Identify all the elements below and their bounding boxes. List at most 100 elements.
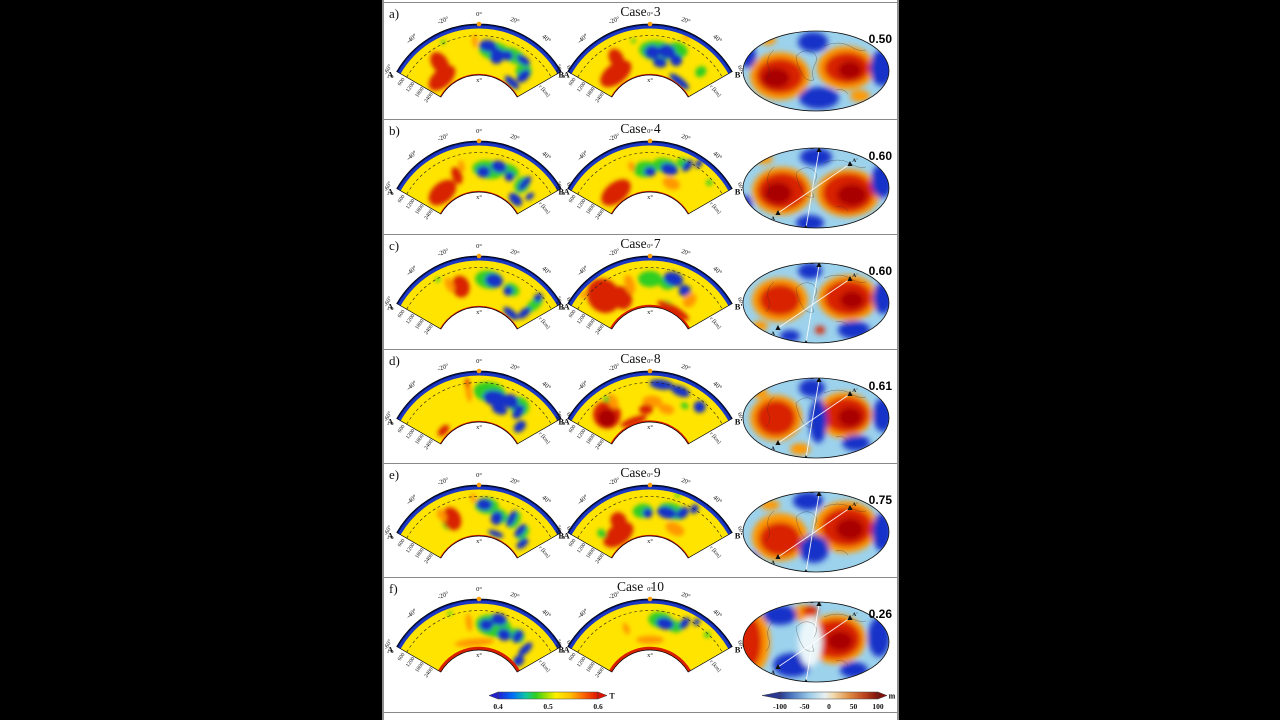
fan-plot-svg: -40° -20° 0° 20° 40° B B' -60° 60° 06001200180024… xyxy=(553,586,746,679)
depth-tick-label: 600 xyxy=(397,538,407,548)
endpoint-label: A' xyxy=(852,502,858,508)
angle-tick-label: 20° xyxy=(680,363,691,373)
geoid-map xyxy=(740,26,892,116)
angle-tick-label: -40° xyxy=(405,149,418,162)
angle-tick-label: 20° xyxy=(680,477,691,487)
depth-tick-label: 1800 xyxy=(414,203,425,216)
panel-row-c: c) Case 7 -40°-20°0°20°40°AA'-60°60°0600… xyxy=(382,235,897,350)
fan-plot-svg: -40°-20°0°20°40°AA'-60°60°06001200180024… xyxy=(382,586,575,679)
angle-tick-label: 40° xyxy=(711,33,723,44)
colorbar-tick-label: 0.6 xyxy=(593,702,603,711)
colorbar-svg: 0.4 0.5 0.6 T xyxy=(488,692,615,711)
radial-axis-label: r [km] xyxy=(708,545,722,560)
depth-tick-label: 1200 xyxy=(576,428,587,441)
angle-tick-label: -60° xyxy=(553,410,565,423)
angle-tick-label: -40° xyxy=(576,493,589,506)
depth-tick-label: 1800 xyxy=(585,433,596,446)
zero-degree-marker-dot xyxy=(476,138,482,144)
angle-tick-label: 40° xyxy=(540,265,552,276)
depth-tick-label: 0 xyxy=(560,74,567,80)
angle-tick-label: -40° xyxy=(576,379,589,392)
angle-tick-label: -40° xyxy=(576,32,589,45)
angle-tick-label: 40° xyxy=(540,608,552,619)
cross-section-a: -40°-20°0°20°40°AA'-60°60°06001200180024… xyxy=(382,11,575,116)
section-endpoint-left: B xyxy=(558,70,564,80)
colorbar-tick-label: 50 xyxy=(850,702,858,711)
map-svg xyxy=(742,30,890,112)
angle-tick-label: -40° xyxy=(405,607,418,620)
coastline xyxy=(765,620,775,652)
endpoint-label: B' xyxy=(810,260,816,266)
depth-tick-label: 1200 xyxy=(576,198,587,211)
angle-tick-label: -60° xyxy=(553,524,565,537)
geoid-map: A A' B B' xyxy=(740,373,892,463)
case-title: Case 8 xyxy=(620,351,661,366)
fan-plot-svg: -40°-20°0°20°40°AA'-60°60°06001200180024… xyxy=(382,358,575,451)
zero-degree-marker-dot xyxy=(647,21,653,27)
depth-tick-label: 600 xyxy=(568,77,578,87)
section-endpoint-left: A xyxy=(387,302,394,312)
angle-tick-label: 40° xyxy=(540,33,552,44)
angular-axis-label: x° xyxy=(476,309,482,316)
cross-section-a: -40°-20°0°20°40°AA'-60°60°06001200180024… xyxy=(382,243,575,348)
depth-tick-label: 0 xyxy=(389,74,396,80)
depth-tick-label: 2400 xyxy=(594,438,605,451)
cross-section-a: -40°-20°0°20°40°AA'-60°60°06001200180024… xyxy=(382,128,575,233)
angle-tick-label: -20° xyxy=(608,132,621,143)
endpoint-label: B' xyxy=(810,375,816,381)
radial-axis-label: r [km] xyxy=(537,659,551,674)
angle-tick-label: 60° xyxy=(736,181,747,192)
panel-letter: d) xyxy=(389,353,400,368)
case-title: Case 4 xyxy=(620,121,661,136)
zero-degree-marker-dot xyxy=(476,21,482,27)
section-endpoint-right: B' xyxy=(735,417,743,427)
angle-tick-label: 40° xyxy=(540,494,552,505)
panel-row-d: d) Case 8 -40°-20°0°20°40°AA'-60°60°0600… xyxy=(382,350,897,464)
angle-tick-label: 0° xyxy=(476,358,482,365)
angle-tick-label: 40° xyxy=(711,265,723,276)
endpoint-label: B' xyxy=(810,599,816,605)
depth-tick-label: 0 xyxy=(560,191,567,197)
angle-tick-label: -60° xyxy=(382,410,394,423)
zero-degree-marker-dot xyxy=(647,253,653,259)
angular-axis-label: x° xyxy=(476,77,482,84)
radial-axis-label: r [km] xyxy=(537,431,551,446)
depth-tick-label: 600 xyxy=(397,194,407,204)
cross-section-a: -40°-20°0°20°40°AA'-60°60°06001200180024… xyxy=(382,358,575,463)
angle-tick-label: -20° xyxy=(608,590,621,601)
radial-axis-label: r [km] xyxy=(537,84,551,99)
fan-plot-svg: -40° -20° 0° 20° 40° B B' -60° 60° 06001200180024… xyxy=(553,472,746,565)
depth-tick-label: 600 xyxy=(397,77,407,87)
colorbar-tick-label: 100 xyxy=(872,702,884,711)
angular-axis-label: x° xyxy=(647,77,653,84)
zero-degree-marker-dot xyxy=(476,368,482,374)
panel-letter: a) xyxy=(389,6,400,21)
cross-section-b: -40° -20° 0° 20° 40° B B' -60° 60° 0 600 1200 1800 24… xyxy=(553,128,746,233)
depth-tick-label: 0 xyxy=(560,306,567,312)
angle-tick-label: -60° xyxy=(382,638,394,651)
section-endpoint-right: A' xyxy=(564,531,573,541)
angle-tick-label: 40° xyxy=(711,150,723,161)
section-endpoint-right: A' xyxy=(564,645,573,655)
depth-tick-label: 1800 xyxy=(585,318,596,331)
section-endpoint-right: B' xyxy=(735,70,743,80)
angle-tick-label: -60° xyxy=(553,180,565,193)
section-endpoint-right: B' xyxy=(735,531,743,541)
angular-axis-label: x° xyxy=(476,424,482,431)
angle-tick-label: -40° xyxy=(405,264,418,277)
angle-tick-label: -20° xyxy=(608,362,621,373)
zero-degree-marker-dot xyxy=(476,482,482,488)
depth-tick-label: 0 xyxy=(389,191,396,197)
cross-section-a: -40°-20°0°20°40°AA'-60°60°06001200180024… xyxy=(382,472,575,577)
angular-axis-label: x° xyxy=(476,652,482,659)
depth-tick-label: 0 xyxy=(389,535,396,541)
angle-tick-label: 20° xyxy=(680,248,691,258)
angle-tick-label: 60° xyxy=(736,296,747,307)
cross-section-a: -40°-20°0°20°40°AA'-60°60°06001200180024… xyxy=(382,586,575,691)
angle-tick-label: 20° xyxy=(509,16,520,26)
depth-tick-label: 600 xyxy=(397,309,407,319)
endpoint-label: A' xyxy=(852,273,858,279)
angle-tick-label: 20° xyxy=(509,363,520,373)
depth-tick-label: 1200 xyxy=(405,428,416,441)
fan-plot-svg: -40°-20°0°20°40°AA'-60°60°06001200180024… xyxy=(382,11,575,104)
